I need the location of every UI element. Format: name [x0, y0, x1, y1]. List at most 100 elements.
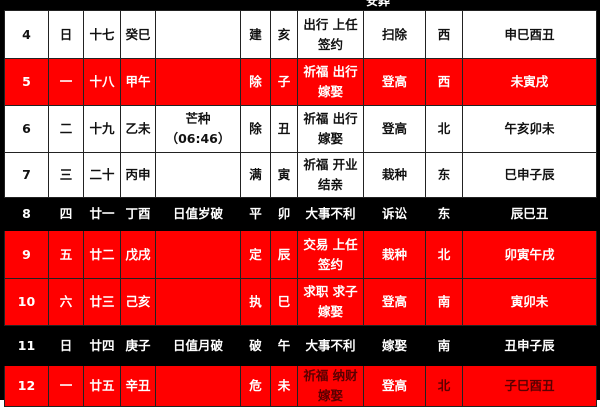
ganzhi-cell: 癸巳 [120, 10, 156, 59]
clash-zodiac-cell: 丑 [270, 105, 298, 153]
day-officer-cell: 除 [240, 105, 271, 153]
suitable-cell: 出行 上任 签约 [297, 10, 364, 59]
clash-zodiac-cell: 未 [270, 365, 298, 407]
clash-zodiac-cell: 巳 [270, 278, 298, 326]
day-officer-cell: 除 [240, 58, 271, 106]
ganzhi-cell: 甲午 [120, 58, 156, 106]
direction-cell: 东 [425, 197, 463, 231]
suitable-line: 嫁娶 [317, 304, 343, 319]
suitable-line: 祈福 出行 [303, 64, 358, 79]
ganzhi-cell: 丁酉 [120, 197, 156, 231]
suitable-line: 出行 上任 [303, 16, 358, 32]
suitable-cell: 大事不利 [297, 197, 364, 231]
lucky-hours-cell: 卯寅午戌 [462, 230, 597, 279]
solar-term: 芒种 [185, 111, 211, 126]
suitable-line: 交易 上任 [303, 236, 358, 252]
solar-term-cell [155, 230, 241, 279]
suitable-line: 嫁娶 [317, 131, 343, 146]
weekday-cell: 一 [48, 58, 84, 106]
solar-term-cell [155, 58, 241, 106]
ganzhi-cell: 己亥 [120, 278, 156, 326]
lucky-hours-cell: 子巳酉丑 [462, 365, 597, 407]
solar-term-cell [155, 365, 241, 407]
table-row: 12 一廿五 辛丑危未祈福 纳财 嫁娶 登高北子巳酉丑 [4, 365, 597, 407]
day-cell: 8 [4, 197, 49, 231]
weekday-cell: 一 [48, 365, 84, 407]
suitable-line: 嫁娶 [317, 388, 343, 403]
suitable-line: 祈福 开业 [303, 157, 358, 172]
table-row: 5 一十八 甲午除子祈福 出行 嫁娶 登高西未寅戌 [4, 58, 597, 106]
day-officer-cell: 破 [240, 325, 271, 366]
solar-term-cell: 芒种 （06:46） [155, 105, 241, 153]
suitable-cell: 祈福 出行 嫁娶 [297, 105, 364, 153]
suitable-line: 签约 [317, 36, 343, 52]
direction-cell: 北 [425, 365, 463, 407]
lunar-date-cell: 十七 [83, 10, 121, 59]
direction-cell: 西 [425, 58, 463, 106]
table-row: 4 日十七 癸巳建亥出行 上任 签约 扫除西申巳酉丑 [4, 10, 597, 59]
clash-zodiac-cell: 子 [270, 58, 298, 106]
clash-zodiac-cell: 卯 [270, 197, 298, 231]
ganzhi-cell: 辛丑 [120, 365, 156, 407]
lunar-date-cell: 廿三 [83, 278, 121, 326]
day-cell: 6 [4, 105, 49, 153]
table-row: 6 二十九 乙未 芒种 （06:46）除丑祈福 出行 嫁娶 登高北午亥卯未 [4, 105, 597, 153]
direction-cell: 北 [425, 105, 463, 153]
ganzhi-cell: 乙未 [120, 105, 156, 153]
day-cell: 11 [4, 325, 49, 366]
lucky-hours-cell: 辰巳丑 [462, 197, 597, 231]
day-officer-cell: 执 [240, 278, 271, 326]
solar-term-time: （06:46） [165, 131, 231, 146]
avoid-cell: 嫁娶 [363, 325, 426, 366]
suitable-line: 祈福 出行 [303, 111, 358, 126]
day-officer-cell: 满 [240, 152, 271, 198]
avoid-cell: 登高 [363, 365, 426, 407]
solar-term-cell [155, 152, 241, 198]
avoid-cell: 诉讼 [363, 197, 426, 231]
solar-term-cell [155, 10, 241, 59]
avoid-cell: 栽种 [363, 230, 426, 279]
day-officer-cell: 危 [240, 365, 271, 407]
avoid-cell: 登高 [363, 105, 426, 153]
suitable-line: 求职 求子 [303, 284, 358, 299]
day-cell: 12 [4, 365, 49, 407]
lunar-date-cell: 二十 [83, 152, 121, 198]
day-cell: 5 [4, 58, 49, 106]
suitable-line: 嫁娶 [317, 84, 343, 99]
solar-term: 日值月破 [172, 337, 223, 353]
suitable-cell: 交易 上任 签约 [297, 230, 364, 279]
suitable-cell: 求职 求子 嫁娶 [297, 278, 364, 326]
table-row: 9 五廿二 戊戌定辰交易 上任 签约 栽种北卯寅午戌 [4, 230, 597, 279]
header-strip: 安葬 [0, 0, 600, 10]
direction-cell: 东 [425, 152, 463, 198]
suitable-cell: 大事不利 [297, 325, 364, 366]
day-cell: 9 [4, 230, 49, 279]
avoid-cell: 登高 [363, 278, 426, 326]
weekday-cell: 六 [48, 278, 84, 326]
avoid-cell: 登高 [363, 58, 426, 106]
suitable-cell: 祈福 开业 结亲 [297, 152, 364, 198]
table-row: 8 四廿一 丁酉 日值岁破 平卯大事不利 诉讼东辰巳丑 [4, 197, 597, 231]
day-officer-cell: 建 [240, 10, 271, 59]
direction-cell: 西 [425, 10, 463, 59]
clash-zodiac-cell: 午 [270, 325, 298, 366]
suitable-line: 签约 [317, 256, 343, 272]
weekday-cell: 三 [48, 152, 84, 198]
suitable-line: 结亲 [317, 177, 343, 192]
avoid-cell: 扫除 [363, 10, 426, 59]
weekday-cell: 五 [48, 230, 84, 279]
direction-cell: 北 [425, 230, 463, 279]
lucky-hours-cell: 午亥卯未 [462, 105, 597, 153]
direction-cell: 南 [425, 278, 463, 326]
lunar-date-cell: 十八 [83, 58, 121, 106]
table-row: 10 六廿三 己亥执巳求职 求子 嫁娶 登高南寅卯未 [4, 278, 597, 326]
table-row: 11 日廿四 庚子 日值月破 破午大事不利 嫁娶南丑申子辰 [4, 325, 597, 366]
ganzhi-cell: 丙申 [120, 152, 156, 198]
suitable-cell: 祈福 纳财 嫁娶 [297, 365, 364, 407]
weekday-cell: 四 [48, 197, 84, 231]
solar-term-cell [155, 278, 241, 326]
day-cell: 7 [4, 152, 49, 198]
direction-cell: 南 [425, 325, 463, 366]
avoid-cell: 栽种 [363, 152, 426, 198]
